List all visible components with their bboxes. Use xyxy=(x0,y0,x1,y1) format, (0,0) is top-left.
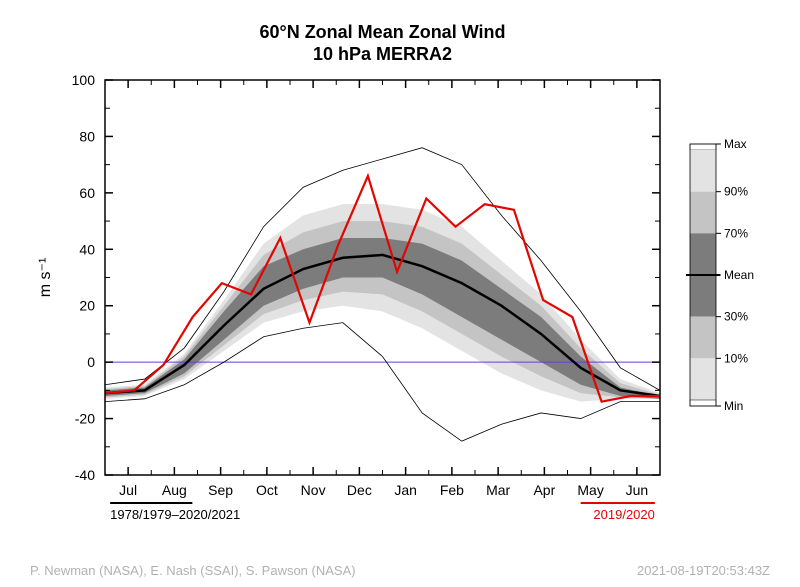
legend-label: 70% xyxy=(724,226,748,240)
xtick-label: Aug xyxy=(162,482,187,498)
ytick-label: 80 xyxy=(79,128,95,144)
xtick-label: Dec xyxy=(347,482,372,498)
credits-right: 2021-08-19T20:53:43Z xyxy=(637,563,770,578)
xtick-label: Nov xyxy=(301,482,326,498)
ytick-label: -40 xyxy=(75,467,95,483)
legend-label: Mean xyxy=(724,268,754,282)
xtick-label: Jan xyxy=(394,482,417,498)
title-line1: 60°N Zonal Mean Zonal Wind xyxy=(259,22,505,42)
legend-label: Min xyxy=(724,399,743,413)
xtick-label: Apr xyxy=(533,482,555,498)
ytick-label: 60 xyxy=(79,185,95,201)
ytick-label: -20 xyxy=(75,411,95,427)
xtick-label: Feb xyxy=(440,482,464,498)
xtick-label: May xyxy=(577,482,603,498)
credits-left: P. Newman (NASA), E. Nash (SSAI), S. Paw… xyxy=(30,563,356,578)
legend-label: Max xyxy=(724,137,747,151)
xtick-label: Sep xyxy=(208,482,233,498)
xtick-label: Jul xyxy=(119,482,137,498)
xtick-label: Mar xyxy=(486,482,510,498)
legend-label: 10% xyxy=(724,351,748,365)
legend-label: 30% xyxy=(724,310,748,324)
ytick-label: 100 xyxy=(72,72,96,88)
legend-label: 90% xyxy=(724,185,748,199)
title-line2: 10 hPa MERRA2 xyxy=(313,44,452,64)
current-year-label: 2019/2020 xyxy=(593,507,654,522)
y-axis-label: m s⁻¹ xyxy=(37,258,54,298)
climo-label: 1978/1979–2020/2021 xyxy=(110,507,240,522)
xtick-label: Jun xyxy=(626,482,649,498)
ytick-label: 20 xyxy=(79,298,95,314)
xtick-label: Oct xyxy=(256,482,278,498)
ytick-label: 40 xyxy=(79,241,95,257)
ytick-label: 0 xyxy=(87,354,95,370)
